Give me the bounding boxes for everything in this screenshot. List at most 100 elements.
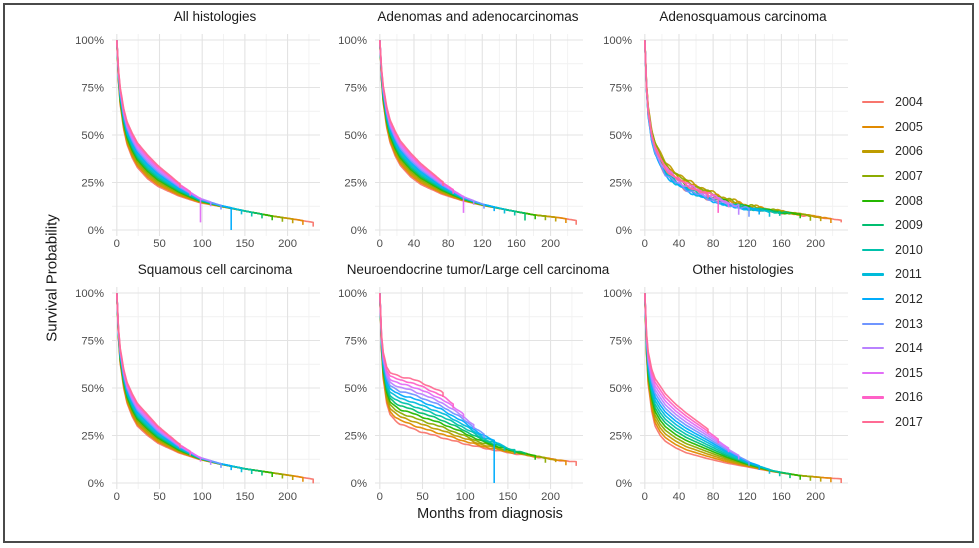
legend-label: 2011 bbox=[895, 267, 922, 282]
survival-curve-2016 bbox=[644, 292, 719, 444]
x-tick-label: 0 bbox=[114, 491, 120, 503]
survival-curve-2013 bbox=[644, 292, 750, 466]
survival-curve-2014 bbox=[379, 292, 475, 429]
x-tick-label: 80 bbox=[707, 491, 720, 503]
y-tick-label: 25% bbox=[609, 431, 632, 443]
x-tick-label: 200 bbox=[278, 491, 297, 503]
x-tick-label: 0 bbox=[377, 238, 383, 250]
survival-curve-2012 bbox=[379, 292, 495, 483]
x-tick-label: 200 bbox=[806, 491, 825, 503]
y-tick-label: 100% bbox=[338, 35, 367, 47]
legend-item-2008: 2008 bbox=[862, 188, 923, 213]
legend-item-2016: 2016 bbox=[862, 385, 923, 410]
legend-item-2013: 2013 bbox=[862, 311, 923, 336]
x-tick-label: 40 bbox=[408, 238, 421, 250]
legend-item-2014: 2014 bbox=[862, 336, 923, 361]
x-tick-label: 150 bbox=[498, 491, 517, 503]
legend-label: 2006 bbox=[895, 144, 923, 159]
survival-curve-2007 bbox=[644, 39, 812, 221]
survival-curve-2011 bbox=[379, 292, 506, 451]
survival-curve-2005 bbox=[116, 39, 304, 225]
survival-curve-2015 bbox=[644, 292, 730, 453]
legend-label: 2010 bbox=[895, 242, 923, 257]
legend-item-2010: 2010 bbox=[862, 238, 923, 263]
legend-item-2015: 2015 bbox=[862, 361, 923, 386]
x-tick-label: 100 bbox=[193, 238, 212, 250]
survival-curve-2005 bbox=[644, 39, 832, 223]
x-tick-label: 50 bbox=[416, 491, 429, 503]
legend-key-line bbox=[862, 347, 884, 350]
y-tick-label: 0% bbox=[351, 225, 367, 237]
survival-curve-2004 bbox=[116, 39, 314, 227]
survival-curve-2007 bbox=[379, 39, 547, 221]
x-tick-label: 120 bbox=[738, 491, 757, 503]
y-tick-label: 50% bbox=[344, 383, 367, 395]
x-tick-label: 150 bbox=[235, 238, 254, 250]
survival-curve-2017 bbox=[644, 39, 709, 199]
survival-curve-2009 bbox=[644, 39, 791, 215]
survival-curve-2010 bbox=[644, 39, 781, 216]
y-tick-label: 25% bbox=[344, 431, 367, 443]
legend-label: 2004 bbox=[895, 95, 923, 110]
y-tick-label: 100% bbox=[603, 35, 632, 47]
y-tick-label: 0% bbox=[616, 478, 632, 490]
x-tick-label: 200 bbox=[541, 491, 560, 503]
survival-curve-2005 bbox=[379, 39, 567, 223]
y-tick-label: 0% bbox=[88, 225, 104, 237]
survival-curve-2004 bbox=[644, 39, 842, 223]
legend-key-line bbox=[862, 371, 884, 374]
x-tick-label: 0 bbox=[642, 491, 648, 503]
legend-item-2009: 2009 bbox=[862, 213, 923, 238]
y-tick-label: 25% bbox=[609, 178, 632, 190]
legend-key-line bbox=[862, 101, 884, 104]
y-tick-label: 25% bbox=[81, 178, 104, 190]
panel-title-squamous-cell-carcinoma: Squamous cell carcinoma bbox=[137, 262, 293, 277]
y-tick-label: 75% bbox=[609, 336, 632, 348]
x-tick-label: 50 bbox=[153, 491, 166, 503]
x-tick-label: 120 bbox=[473, 238, 492, 250]
legend-label: 2016 bbox=[895, 390, 923, 405]
panel-title-all-histologies: All histologies bbox=[173, 9, 257, 24]
x-tick-label: 80 bbox=[707, 238, 720, 250]
survival-curve-2008 bbox=[116, 39, 273, 221]
legend-item-2006: 2006 bbox=[862, 139, 923, 164]
y-tick-label: 75% bbox=[609, 83, 632, 95]
x-tick-label: 40 bbox=[673, 491, 686, 503]
legend-key-line bbox=[862, 420, 884, 424]
x-tick-label: 160 bbox=[772, 491, 791, 503]
y-tick-label: 50% bbox=[81, 383, 104, 395]
survival-curve-2010 bbox=[379, 292, 516, 454]
survival-curve-2006 bbox=[379, 39, 557, 222]
y-tick-label: 25% bbox=[81, 431, 104, 443]
legend-label: 2009 bbox=[895, 218, 923, 233]
survival-curve-2016 bbox=[379, 292, 454, 409]
survival-curve-2014 bbox=[644, 292, 740, 460]
survival-plot-squamous-cell-carcinoma: 0% 25% 50% 75% 100% 0 50 100 150 200 bbox=[75, 287, 320, 503]
survival-curve-2007 bbox=[116, 39, 284, 222]
survival-curve-2013 bbox=[379, 292, 485, 439]
survival-curve-2017 bbox=[379, 39, 444, 186]
legend-key-line bbox=[862, 199, 884, 202]
survival-plot-other-histologies: 0% 25% 50% 75% 100% 0 40 80 120 160 200 bbox=[603, 287, 848, 503]
survival-curve-2005 bbox=[379, 292, 567, 466]
x-tick-label: 150 bbox=[235, 491, 254, 503]
legend-label: 2015 bbox=[895, 365, 923, 380]
survival-curve-2017 bbox=[379, 292, 444, 397]
legend-item-2004: 2004 bbox=[862, 90, 923, 115]
gridlines bbox=[640, 287, 848, 489]
x-tick-label: 50 bbox=[153, 238, 166, 250]
legend-label: 2013 bbox=[895, 316, 923, 331]
panel-title-adenomas-and-adenocarcinomas: Adenomas and adenocarcinomas bbox=[377, 9, 579, 24]
legend-key-line bbox=[862, 125, 884, 128]
legend-label: 2007 bbox=[895, 169, 923, 184]
x-tick-label: 80 bbox=[442, 238, 455, 250]
survival-curve-2017 bbox=[116, 39, 181, 188]
legend-item-2017: 2017 bbox=[862, 410, 923, 435]
x-tick-label: 0 bbox=[114, 238, 120, 250]
survival-curve-2015 bbox=[379, 292, 465, 419]
legend-key-line bbox=[862, 273, 884, 276]
survival-curve-2005 bbox=[116, 292, 304, 482]
y-tick-label: 50% bbox=[609, 383, 632, 395]
figure-border bbox=[3, 3, 974, 543]
